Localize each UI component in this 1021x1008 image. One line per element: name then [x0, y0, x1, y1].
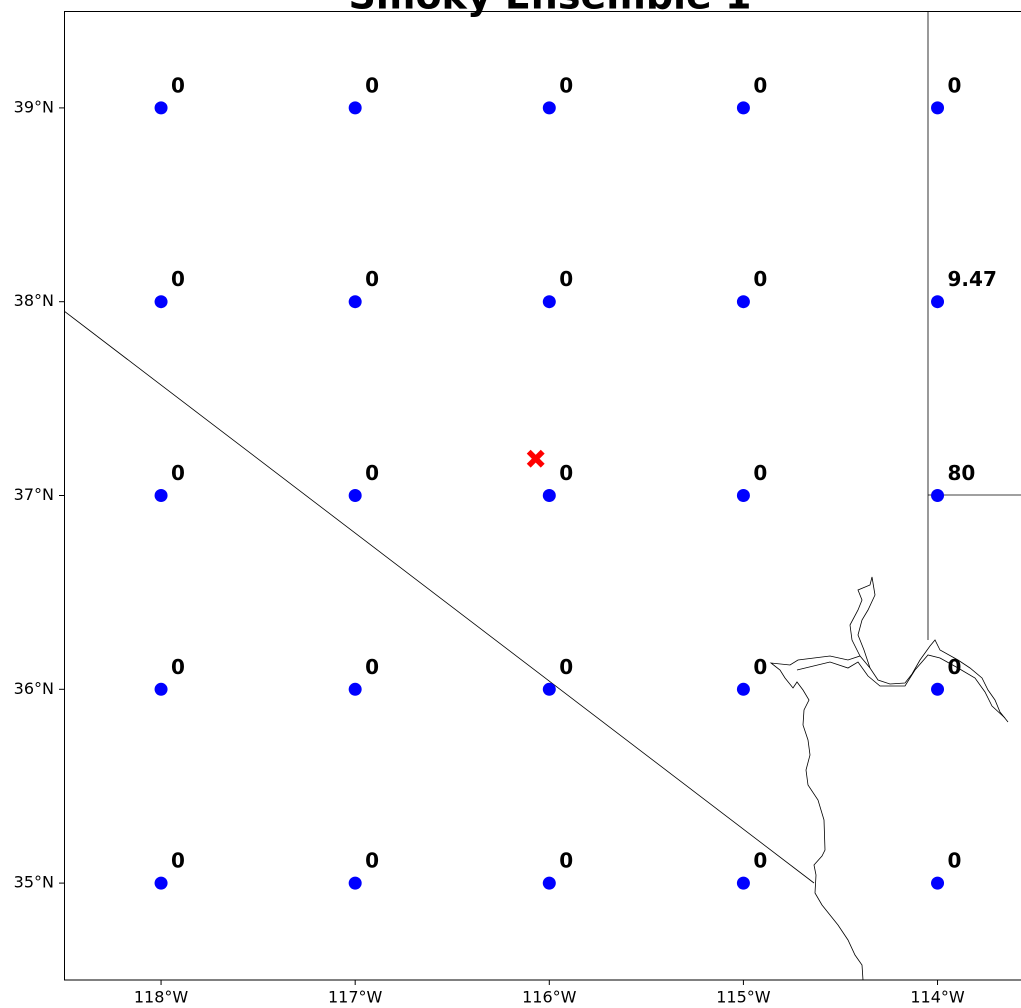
station-point [736, 876, 750, 890]
state-border [64, 310, 815, 884]
value-label: 9.47 [948, 267, 997, 291]
river [769, 639, 1009, 980]
value-label: 0 [559, 461, 573, 485]
x-tick-label: 118°W [134, 988, 189, 1007]
y-tick-label: 38°N [14, 291, 54, 310]
station-point [931, 489, 945, 502]
y-tick-label: 37°N [14, 485, 54, 504]
value-label: 0 [948, 849, 962, 873]
station-point [736, 489, 750, 502]
station-point [736, 101, 750, 115]
x-tick-label: 116°W [522, 988, 577, 1007]
station-point [736, 295, 750, 309]
station-point [931, 295, 945, 309]
station-point [736, 682, 750, 696]
station-point [154, 876, 168, 890]
value-label: 0 [171, 849, 185, 873]
y-tick-label: 39°N [14, 97, 54, 116]
value-label: 0 [559, 655, 573, 679]
value-label: 0 [559, 73, 573, 97]
value-label: 0 [365, 267, 379, 291]
station-point [348, 489, 362, 502]
value-label: 0 [948, 73, 962, 97]
value-label: 0 [171, 461, 185, 485]
value-label: 0 [365, 849, 379, 873]
station-point [348, 295, 362, 309]
map-frame [64, 11, 1021, 981]
value-label: 0 [948, 655, 962, 679]
value-label: 0 [171, 73, 185, 97]
source-marker [526, 449, 545, 468]
station-point [542, 682, 556, 696]
station-point [542, 295, 556, 309]
value-label: 0 [171, 655, 185, 679]
river [796, 654, 1006, 719]
x-tick-label: 114°W [910, 988, 965, 1007]
station-point [154, 101, 168, 115]
station-point [542, 101, 556, 115]
value-label: 0 [753, 849, 767, 873]
station-point [154, 682, 168, 696]
value-label: 0 [753, 655, 767, 679]
value-label: 0 [559, 849, 573, 873]
station-point [931, 876, 945, 890]
y-tick-label: 36°N [14, 679, 54, 698]
x-tick-label: 115°W [716, 988, 771, 1007]
value-label: 0 [753, 267, 767, 291]
value-label: 0 [365, 461, 379, 485]
station-point [348, 682, 362, 696]
value-label: 0 [559, 267, 573, 291]
map-title: Smoky Ensemble 1 [348, 0, 751, 18]
station-point [542, 876, 556, 890]
station-point [931, 101, 945, 115]
station-point [348, 876, 362, 890]
value-label: 0 [753, 73, 767, 97]
value-label: 0 [365, 73, 379, 97]
x-tick-label: 117°W [328, 988, 383, 1007]
station-point [542, 489, 556, 502]
station-point [154, 489, 168, 502]
value-label: 80 [948, 461, 976, 485]
station-point [931, 682, 945, 696]
station-point [348, 101, 362, 115]
y-tick-label: 35°N [14, 873, 54, 892]
boundaries [64, 11, 1021, 980]
value-label: 0 [365, 655, 379, 679]
value-label: 0 [171, 267, 185, 291]
station-point [154, 295, 168, 309]
river [849, 576, 876, 669]
value-label: 0 [753, 461, 767, 485]
